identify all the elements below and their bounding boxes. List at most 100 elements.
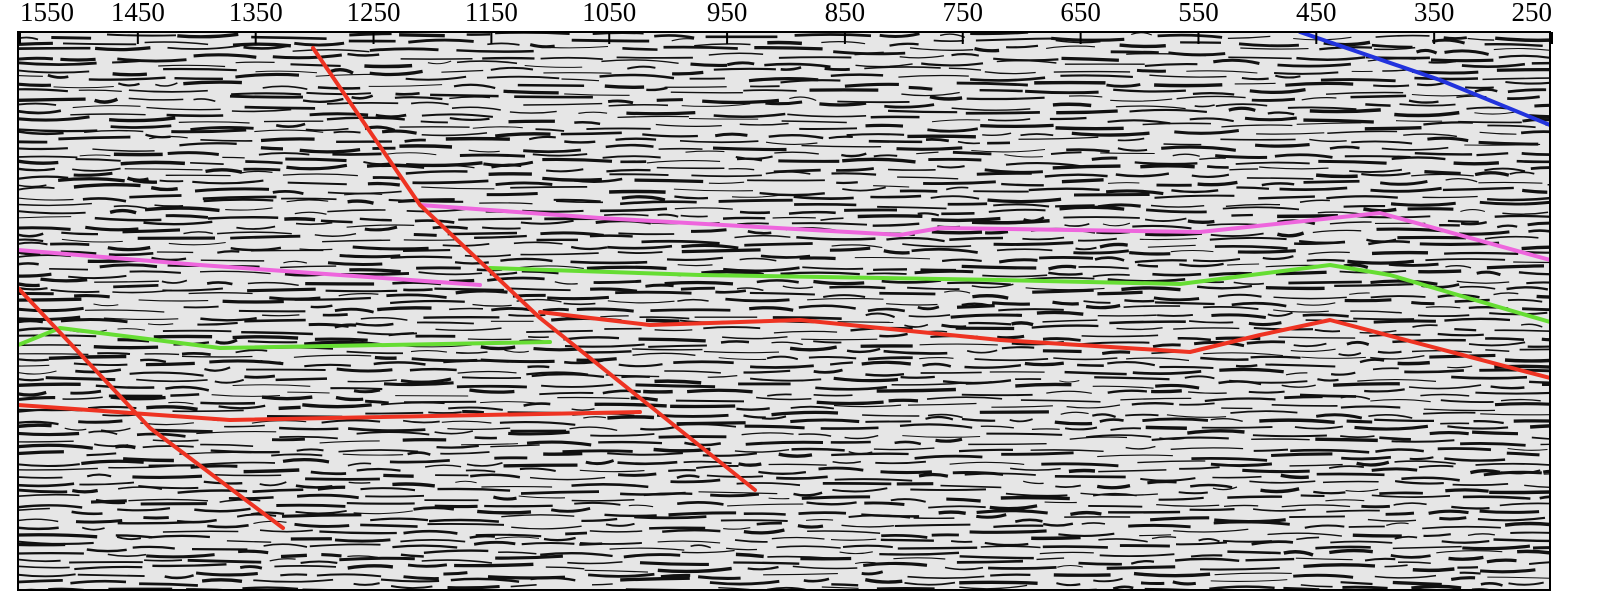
reflector	[997, 336, 1024, 338]
reflector	[657, 100, 683, 101]
reflector	[280, 574, 307, 575]
reflector	[865, 421, 911, 422]
reflector	[800, 258, 836, 259]
reflector	[175, 78, 223, 79]
reflector	[1415, 153, 1472, 154]
reflector	[1475, 393, 1551, 394]
reflector	[1531, 168, 1562, 169]
reflector	[335, 540, 390, 541]
reflector	[315, 339, 368, 340]
reflector	[1102, 352, 1130, 354]
reflector	[832, 173, 877, 174]
reflector	[616, 139, 657, 140]
reflector	[1534, 105, 1607, 106]
reflector	[634, 517, 706, 518]
reflector	[1438, 449, 1491, 450]
reflector	[109, 253, 153, 254]
reflector	[577, 359, 617, 361]
reflector	[1444, 38, 1467, 39]
reflector	[799, 513, 847, 514]
reflector	[635, 180, 704, 181]
reflector	[1098, 315, 1157, 316]
reflector	[1530, 426, 1603, 428]
reflector	[1454, 329, 1476, 330]
reflector	[664, 47, 738, 48]
tick-label: 650	[1060, 0, 1101, 27]
reflector	[509, 121, 555, 122]
reflector	[622, 48, 657, 49]
reflector	[1211, 464, 1272, 466]
reflector	[1137, 70, 1166, 71]
reflector	[244, 320, 305, 321]
reflector	[1121, 288, 1180, 290]
reflector	[1310, 110, 1381, 112]
reflector	[962, 266, 1037, 268]
reflector	[897, 148, 963, 149]
reflector	[332, 154, 381, 155]
reflector	[1285, 83, 1353, 85]
reflector	[41, 279, 88, 281]
reflector	[1152, 274, 1201, 275]
reflector	[563, 451, 633, 452]
reflector	[1365, 128, 1422, 129]
reflector	[91, 501, 127, 502]
reflector	[831, 454, 908, 455]
reflector	[1379, 438, 1411, 440]
reflector	[1353, 319, 1414, 320]
reflector	[754, 48, 822, 49]
reflector	[1164, 144, 1202, 145]
reflector	[595, 404, 667, 406]
reflector	[74, 296, 110, 297]
reflector	[1341, 406, 1400, 407]
reflector	[1414, 78, 1478, 79]
reflector	[1202, 427, 1273, 428]
reflector	[1124, 300, 1154, 301]
reflector	[825, 69, 850, 70]
reflector	[238, 551, 268, 553]
reflector	[107, 35, 176, 36]
reflector	[151, 188, 178, 190]
reflector	[146, 363, 195, 364]
reflector	[1246, 559, 1295, 560]
reflector	[1316, 175, 1358, 176]
tick-label: 550	[1178, 0, 1219, 27]
reflector	[1142, 419, 1208, 421]
reflector	[18, 284, 40, 286]
reflector	[468, 339, 512, 340]
reflector	[1304, 181, 1360, 182]
tick-label: 250	[1512, 0, 1553, 27]
reflector	[723, 218, 765, 219]
reflector	[587, 267, 667, 268]
reflector	[50, 244, 89, 245]
reflector	[1522, 247, 1599, 249]
tick-label: 1350	[229, 0, 283, 27]
reflector	[348, 201, 374, 203]
reflector	[743, 90, 796, 91]
reflector	[921, 372, 982, 373]
reflector	[1529, 382, 1594, 383]
reflector	[640, 563, 709, 565]
reflector	[1062, 180, 1104, 182]
reflector	[1317, 474, 1385, 475]
reflector	[682, 250, 761, 252]
reflector	[417, 322, 474, 323]
reflector	[951, 541, 972, 542]
reflector	[665, 282, 733, 283]
reflector	[462, 411, 484, 412]
reflector	[132, 476, 202, 477]
reflector	[262, 397, 312, 399]
reflector	[672, 72, 703, 74]
reflector	[821, 428, 879, 429]
reflector	[1372, 253, 1428, 254]
reflector	[1032, 290, 1094, 292]
reflector	[448, 233, 517, 234]
reflector	[510, 187, 587, 188]
reflector	[1485, 338, 1524, 339]
reflector	[673, 362, 733, 363]
reflector	[360, 219, 392, 221]
reflector	[370, 49, 439, 51]
reflector	[481, 347, 515, 349]
reflector	[1543, 470, 1614, 472]
reflector	[869, 141, 922, 142]
